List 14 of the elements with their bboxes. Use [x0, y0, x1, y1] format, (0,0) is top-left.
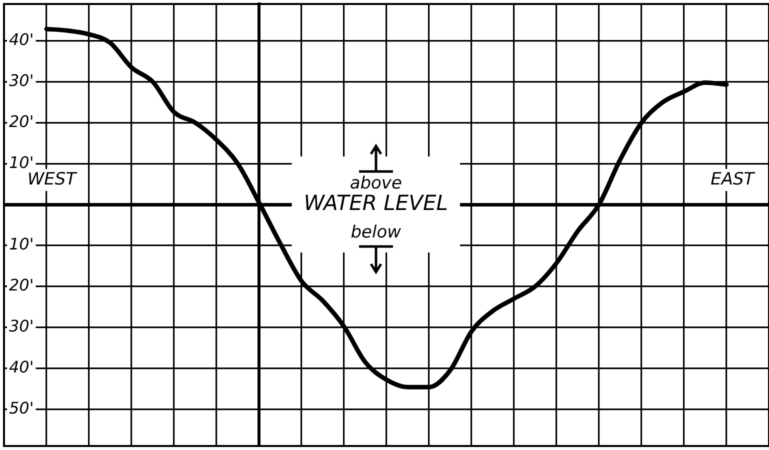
y-tick-label: 40' — [9, 357, 34, 376]
annotation: WEST — [27, 169, 78, 190]
y-tick-label: 30' — [9, 70, 34, 90]
annotation: EAST — [710, 169, 756, 190]
y-tick-label: 50' — [9, 398, 34, 418]
annotation: WATER LEVEL — [304, 190, 448, 215]
y-tick-label: 20' — [9, 112, 34, 131]
y-tick-label: 40' — [9, 30, 34, 49]
y-tick-label: 10' — [9, 152, 34, 172]
annotation: above — [350, 173, 402, 194]
y-tick-label: 30' — [9, 316, 34, 336]
y-tick-label: 10' — [9, 234, 34, 254]
y-tick-label: 20' — [9, 276, 34, 295]
annotation: below — [350, 222, 402, 243]
